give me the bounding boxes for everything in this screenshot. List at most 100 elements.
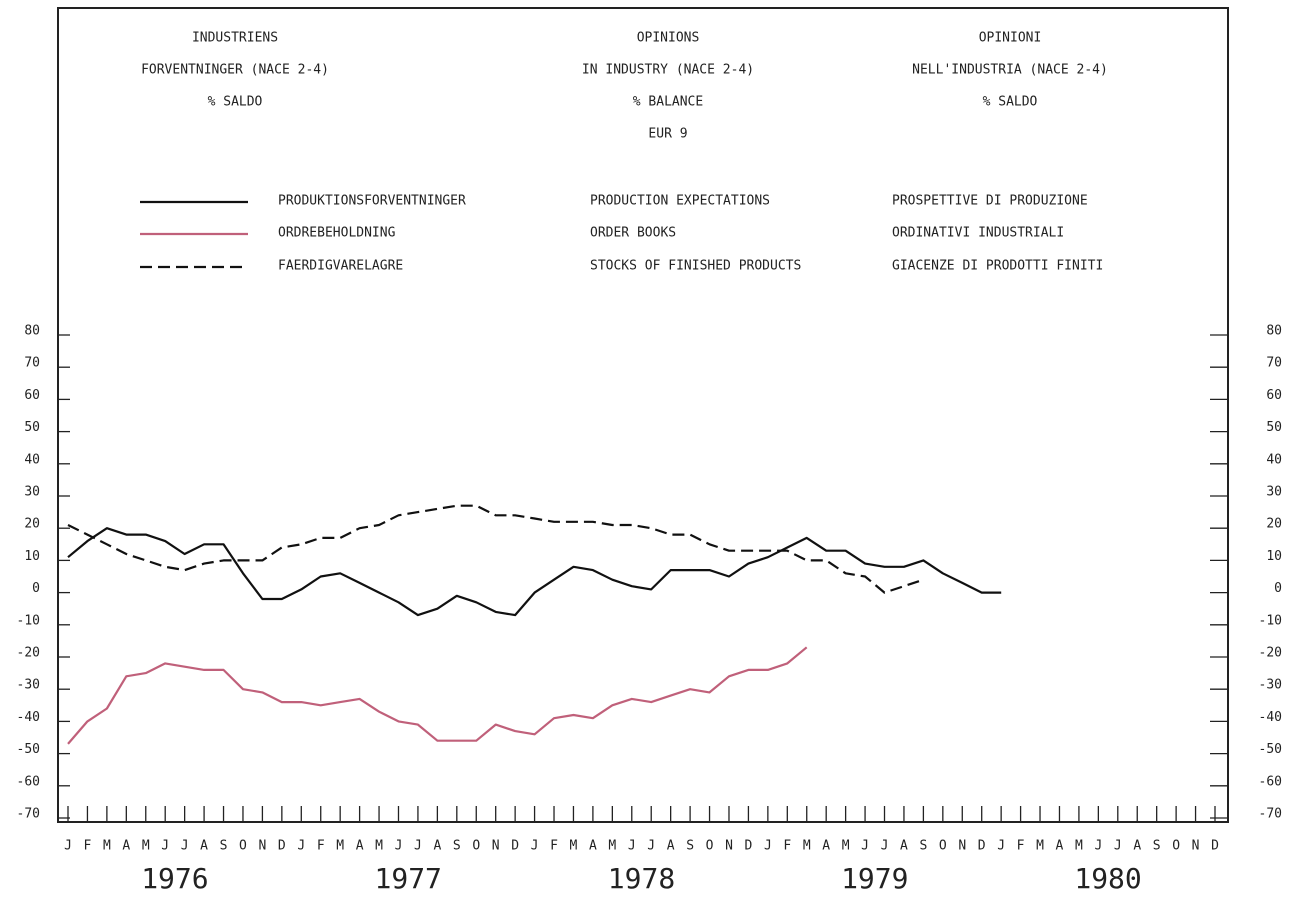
x-tick-label: J [861,839,869,854]
y-tick-label: -10 [17,613,40,628]
header-text: IN INDUSTRY (NACE 2-4) [582,63,754,78]
x-tick-label: N [958,839,966,854]
x-tick-label: A [822,839,830,854]
x-tick-label: M [336,839,344,854]
x-tick-label: F [550,839,558,854]
x-tick-label: S [453,839,461,854]
y-tick-label: 10 [24,549,40,564]
y2-tick-label: -10 [1259,613,1282,628]
x-tick-label: A [667,839,675,854]
x-tick-label: O [239,839,247,854]
x-tick-label: S [919,839,927,854]
y-tick-label: 80 [24,324,40,339]
legend-label: FAERDIGVARELAGRE [278,259,403,274]
x-tick-label: O [706,839,714,854]
y-tick-label: 20 [24,517,40,532]
y-tick-label: 70 [24,356,40,371]
y-tick-label: -50 [17,742,40,757]
x-tick-label: N [725,839,733,854]
x-tick-label: A [122,839,130,854]
x-tick-label: J [161,839,169,854]
x-tick-label: D [978,839,986,854]
y-tick-label: -60 [17,774,40,789]
x-tick-label: J [881,839,889,854]
legend-label: ORDINATIVI INDUSTRIALI [892,226,1064,241]
x-tick-label: J [181,839,189,854]
y-tick-label: 60 [24,388,40,403]
y-tick-label: 30 [24,485,40,500]
series-line [67,504,924,594]
series-line [67,527,1002,617]
header-text: % BALANCE [633,95,703,110]
header-text: OPINIONS [637,31,700,46]
y2-tick-label: 20 [1266,517,1282,532]
x-tick-label: M [570,839,578,854]
y2-tick-label: 50 [1266,420,1282,435]
header-text: % SALDO [208,95,263,110]
y2-tick-label: 70 [1266,356,1282,371]
x-tick-label: F [783,839,791,854]
header-text: % SALDO [983,95,1038,110]
x-tick-label: M [608,839,616,854]
x-tick-label: J [1094,839,1102,854]
y-tick-label: -40 [17,710,40,725]
x-tick-label: M [1075,839,1083,854]
header-text: INDUSTRIENS [192,31,278,46]
x-tick-label: J [297,839,305,854]
x-tick-label: S [686,839,694,854]
y-tick-label: -20 [17,646,40,661]
x-tick-label: J [531,839,539,854]
x-tick-label: M [103,839,111,854]
x-tick-label: J [647,839,655,854]
x-tick-label: M [842,839,850,854]
x-tick-label: N [492,839,500,854]
y-tick-label: 40 [24,452,40,467]
y-tick-label: -70 [17,807,40,822]
x-tick-label: J [395,839,403,854]
x-tick-label: A [200,839,208,854]
y2-tick-label: 30 [1266,485,1282,500]
x-tick-label: A [433,839,441,854]
x-tick-label: J [414,839,422,854]
legend-label: STOCKS OF FINISHED PRODUCTS [590,259,801,274]
x-tick-label: J [997,839,1005,854]
header-text: EUR 9 [648,127,687,142]
y-tick-label: 50 [24,420,40,435]
year-label: 1976 [141,862,208,895]
x-tick-label: D [1211,839,1219,854]
y2-tick-label: -70 [1259,807,1282,822]
y2-tick-label: 10 [1266,549,1282,564]
year-label: 1980 [1074,862,1141,895]
year-label: 1979 [841,862,908,895]
y-tick-label: 0 [32,581,40,596]
x-tick-label: O [472,839,480,854]
y-tick-label: -30 [17,678,40,693]
x-tick-label: J [764,839,772,854]
x-tick-label: A [1056,839,1064,854]
x-tick-label: O [1172,839,1180,854]
legend-label: GIACENZE DI PRODOTTI FINITI [892,259,1103,274]
x-tick-label: J [628,839,636,854]
x-tick-label: N [258,839,266,854]
x-tick-label: A [900,839,908,854]
y2-tick-label: -30 [1259,678,1282,693]
y2-tick-label: -50 [1259,742,1282,757]
x-tick-label: D [511,839,519,854]
x-tick-label: J [64,839,72,854]
x-tick-label: F [1017,839,1025,854]
year-label: 1977 [374,862,441,895]
legend-label: ORDER BOOKS [590,226,676,241]
legend-label: PROSPETTIVE DI PRODUZIONE [892,194,1088,209]
header-text: FORVENTNINGER (NACE 2-4) [141,63,329,78]
x-tick-label: O [939,839,947,854]
frame [57,7,1229,823]
y2-tick-label: 80 [1266,324,1282,339]
y2-tick-label: 0 [1274,581,1282,596]
header-text: OPINIONI [979,31,1042,46]
x-tick-label: N [1192,839,1200,854]
year-label: 1978 [608,862,675,895]
header-text: NELL'INDUSTRIA (NACE 2-4) [912,63,1108,78]
x-tick-label: M [803,839,811,854]
x-tick-label: F [317,839,325,854]
